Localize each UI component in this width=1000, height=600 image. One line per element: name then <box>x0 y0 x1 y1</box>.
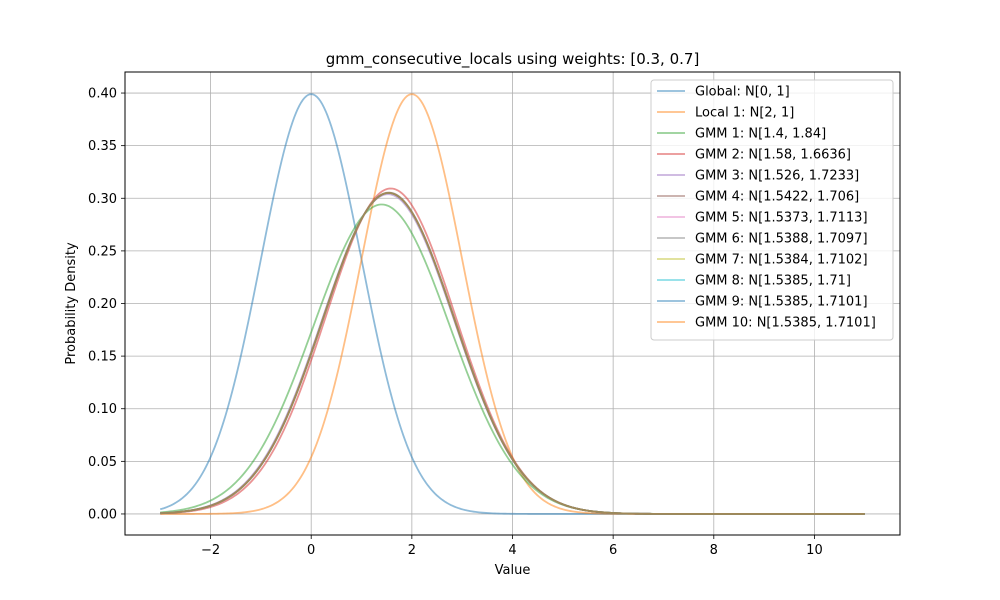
chart-title: gmm_consecutive_locals using weights: [0… <box>326 50 700 69</box>
y-axis-label: Probability Density <box>64 242 79 365</box>
legend-entry: Local 1: N[2, 1] <box>695 106 794 121</box>
legend-entry: GMM 8: N[1.5385, 1.71] <box>695 274 851 289</box>
legend-entry: GMM 3: N[1.526, 1.7233] <box>695 169 859 184</box>
legend-entry: GMM 6: N[1.5388, 1.7097] <box>695 232 868 247</box>
y-tick-label: 0.30 <box>88 192 117 207</box>
x-tick-label: 2 <box>408 543 416 558</box>
x-tick-label: 6 <box>609 543 617 558</box>
x-axis-label: Value <box>495 563 531 578</box>
y-tick-label: 0.00 <box>88 507 117 522</box>
x-tick-label: −2 <box>201 543 220 558</box>
series-line-12 <box>160 192 865 515</box>
y-tick-label: 0.35 <box>88 139 117 154</box>
x-tick-label: 8 <box>710 543 718 558</box>
plot-curves <box>159 93 865 515</box>
x-tick-label: 4 <box>508 543 516 558</box>
legend-entry: GMM 9: N[1.5385, 1.7101] <box>695 295 868 310</box>
y-tick-label: 0.05 <box>88 455 117 470</box>
legend: Global: N[0, 1] Local 1: N[2, 1] GMM 1: N[… <box>650 79 894 341</box>
legend-entry: Global: N[0, 1] <box>695 85 790 100</box>
legend-entry: GMM 4: N[1.5422, 1.706] <box>695 190 859 205</box>
legend-box <box>650 79 894 341</box>
y-axis: 0.00 0.05 0.10 0.15 0.20 0.25 0.30 0.35 0.40 <box>88 87 125 522</box>
x-axis: −2 0 2 4 6 8 10 <box>201 535 823 558</box>
legend-entry: GMM 5: N[1.5373, 1.7113] <box>695 211 868 226</box>
legend-entry: GMM 2: N[1.58, 1.6636] <box>695 148 851 163</box>
y-tick-label: 0.20 <box>88 297 117 312</box>
y-tick-label: 0.40 <box>88 87 117 102</box>
legend-entry: GMM 1: N[1.4, 1.84] <box>695 127 826 142</box>
y-tick-label: 0.15 <box>88 350 117 365</box>
legend-entry: GMM 10: N[1.5385, 1.7101] <box>695 316 876 331</box>
legend-entry: GMM 7: N[1.5384, 1.7102] <box>695 253 868 268</box>
x-tick-label: 0 <box>307 543 315 558</box>
x-tick-label: 10 <box>806 543 823 558</box>
y-tick-label: 0.10 <box>88 402 117 417</box>
y-tick-label: 0.25 <box>88 244 117 259</box>
